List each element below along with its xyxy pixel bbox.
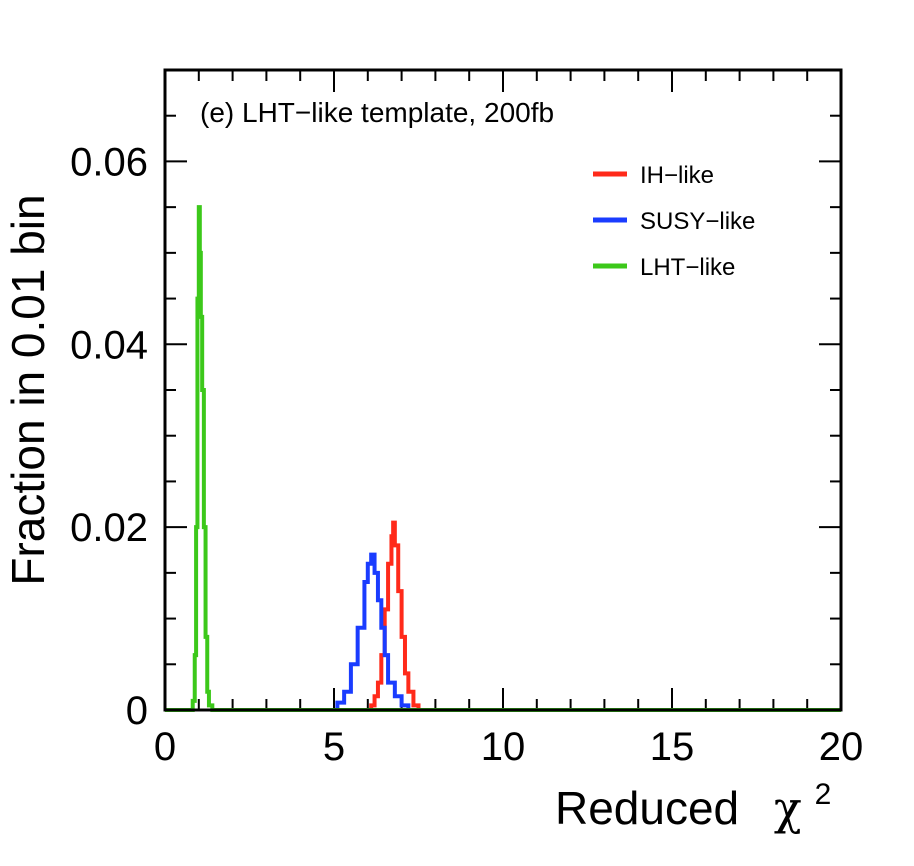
legend: IH−like SUSY−like LHT−like	[593, 162, 755, 281]
y-tick-labels: 0 0.02 0.04 0.06	[70, 140, 148, 733]
plot-frame	[163, 68, 843, 712]
x-tick-label: 15	[650, 725, 695, 769]
x-axis-label: Reduced χ 2	[555, 778, 831, 835]
x-axis-label-superscript: 2	[815, 778, 832, 811]
legend-label: IH−like	[640, 162, 714, 189]
series-layer	[165, 205, 841, 712]
chart-title: (e) LHT−like template, 200fb	[200, 97, 554, 128]
x-axis-label-text: Reduced	[555, 782, 739, 834]
axis-ticks	[164, 69, 842, 711]
x-tick-label: 10	[481, 725, 526, 769]
x-axis-label-symbol: χ	[774, 781, 802, 835]
y-tick-label: 0.02	[70, 506, 148, 550]
y-tick-label: 0	[126, 689, 148, 733]
series-line-susylike	[330, 552, 411, 712]
legend-label: SUSY−like	[640, 208, 755, 235]
y-tick-label: 0.06	[70, 140, 148, 184]
x-tick-label: 0	[154, 725, 176, 769]
x-tick-label: 20	[819, 725, 864, 769]
y-tick-label: 0.04	[70, 323, 148, 367]
series-line-ihlike	[367, 520, 421, 712]
x-tick-labels: 0 5 10 15 20	[154, 725, 863, 769]
x-tick-label: 5	[323, 725, 345, 769]
legend-label: LHT−like	[640, 254, 735, 281]
series-line-lhtlike	[165, 205, 841, 712]
y-axis-label: Fraction in 0.01 bin	[2, 194, 54, 585]
